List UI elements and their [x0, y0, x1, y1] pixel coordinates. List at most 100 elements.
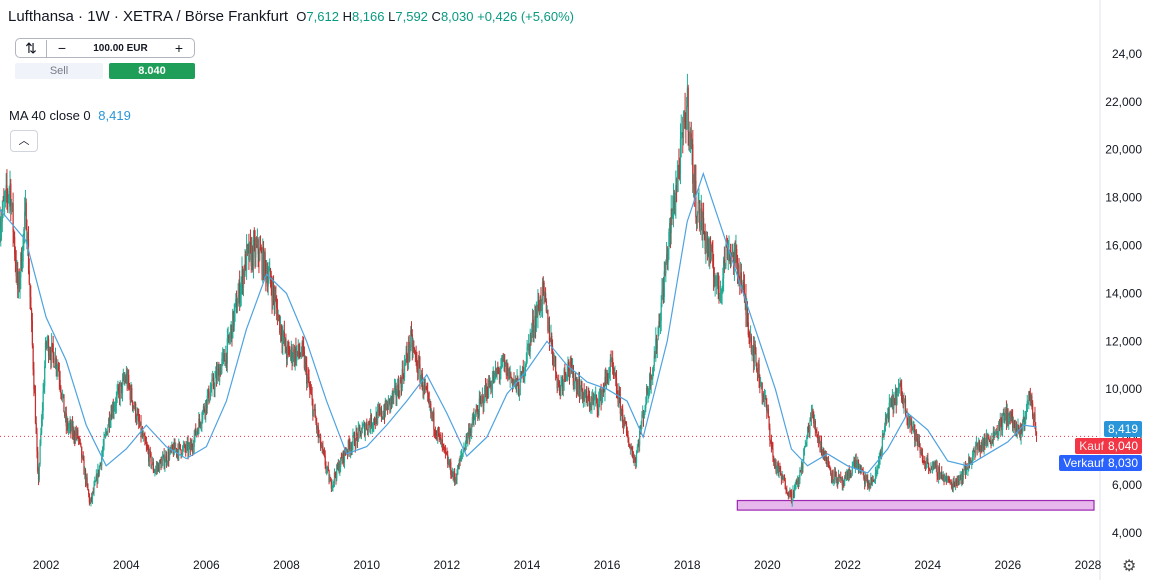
candle-body: [852, 465, 854, 467]
candle-body: [393, 391, 395, 398]
support-zone-rectangle: [736, 499, 1095, 511]
candle-body: [276, 308, 279, 322]
candle-body: [381, 417, 383, 419]
candle-body: [363, 423, 365, 425]
buy-button[interactable]: 8.040: [109, 63, 195, 79]
candle-body: [941, 471, 943, 479]
candle-body: [711, 248, 713, 252]
candle-body: [19, 277, 21, 288]
candle-body: [743, 285, 746, 299]
candle-body: [930, 468, 932, 471]
candle-body: [83, 459, 85, 475]
candle-body: [1012, 422, 1014, 428]
open-value: 7,612: [306, 9, 339, 24]
candle-body: [377, 409, 379, 411]
candle-body: [380, 408, 383, 418]
candle-body: [776, 467, 778, 472]
candle-body: [669, 223, 672, 234]
candle-body: [278, 315, 280, 317]
candle-body: [870, 477, 873, 485]
candle-body: [45, 342, 47, 344]
candle-body: [41, 417, 43, 434]
candle-body: [566, 372, 568, 376]
gear-icon[interactable]: ⚙: [1122, 558, 1137, 575]
candle-body: [919, 447, 921, 453]
candle-body: [4, 191, 6, 199]
candle-body: [889, 400, 891, 403]
candle-body: [379, 409, 381, 413]
candle-body: [963, 468, 965, 472]
candle-body: [149, 450, 151, 454]
candle-body: [872, 479, 874, 481]
candle-body: [827, 459, 829, 467]
candle-body: [610, 359, 612, 361]
candle-body: [555, 356, 557, 373]
candle-body: [1007, 408, 1009, 422]
candle-body: [235, 298, 237, 304]
candle-body: [687, 87, 689, 132]
candle-body: [636, 447, 638, 453]
candle-body: [563, 369, 565, 381]
sell-button[interactable]: Sell: [15, 63, 103, 79]
candle-body: [138, 421, 141, 426]
candle-body: [923, 461, 925, 463]
candle-body: [715, 281, 717, 284]
symbol-title[interactable]: Lufthansa · 1W · XETRA / Börse Frankfurt: [8, 8, 289, 25]
candle-body: [110, 413, 112, 421]
candle-body: [205, 400, 207, 415]
ma-price-tag: 8,419: [1103, 421, 1142, 437]
candle-body: [135, 403, 137, 419]
candle-body: [807, 426, 809, 437]
candle-body: [508, 368, 510, 380]
candle-body: [970, 461, 972, 465]
ma-indicator-legend[interactable]: MA 40 close 0 8,419: [9, 108, 131, 123]
candle-body: [20, 253, 23, 269]
chevron-up-icon[interactable]: ︿: [10, 130, 38, 152]
candle-body: [477, 411, 479, 415]
swap-icon[interactable]: ⇅: [16, 39, 47, 57]
candle-body: [706, 237, 709, 251]
candle-body: [134, 403, 136, 409]
candle-body: [807, 426, 809, 429]
candle-body: [543, 282, 545, 294]
candle-body: [74, 432, 77, 440]
candle-body: [390, 397, 392, 407]
candle-body: [26, 229, 28, 246]
candle-body: [30, 309, 33, 321]
candle-body: [365, 423, 367, 429]
candle-body: [1005, 408, 1007, 420]
candle-body: [219, 369, 221, 382]
candle-body: [545, 293, 547, 302]
candle-body: [681, 132, 683, 134]
candle-body: [501, 357, 504, 359]
candle-body: [556, 377, 558, 389]
candle-body: [335, 475, 337, 479]
candle-body: [384, 400, 386, 417]
candle-body: [957, 480, 959, 486]
quantity-value[interactable]: 100.00 EUR: [93, 42, 148, 54]
candle-body: [370, 415, 373, 428]
increase-quantity-button[interactable]: +: [174, 40, 184, 56]
candle-body: [756, 362, 758, 372]
candle-body: [127, 374, 129, 386]
candle-body: [686, 106, 688, 130]
decrease-quantity-button[interactable]: −: [57, 40, 67, 56]
candle-body: [688, 131, 690, 139]
candle-body: [188, 445, 190, 453]
candle-body: [528, 343, 531, 352]
candle-body: [459, 459, 461, 461]
candle-body: [660, 303, 662, 321]
candle-body: [1020, 425, 1022, 438]
candle-body: [256, 239, 258, 246]
candle-body: [262, 247, 265, 278]
candle-body: [137, 413, 139, 415]
candle-body: [830, 470, 832, 474]
candle-body: [466, 435, 468, 441]
candle-body: [940, 471, 942, 474]
candle-body: [703, 231, 705, 233]
candle-body: [286, 345, 289, 360]
candle-body: [958, 477, 961, 482]
candle-body: [293, 349, 295, 362]
candle-body: [1022, 416, 1024, 422]
